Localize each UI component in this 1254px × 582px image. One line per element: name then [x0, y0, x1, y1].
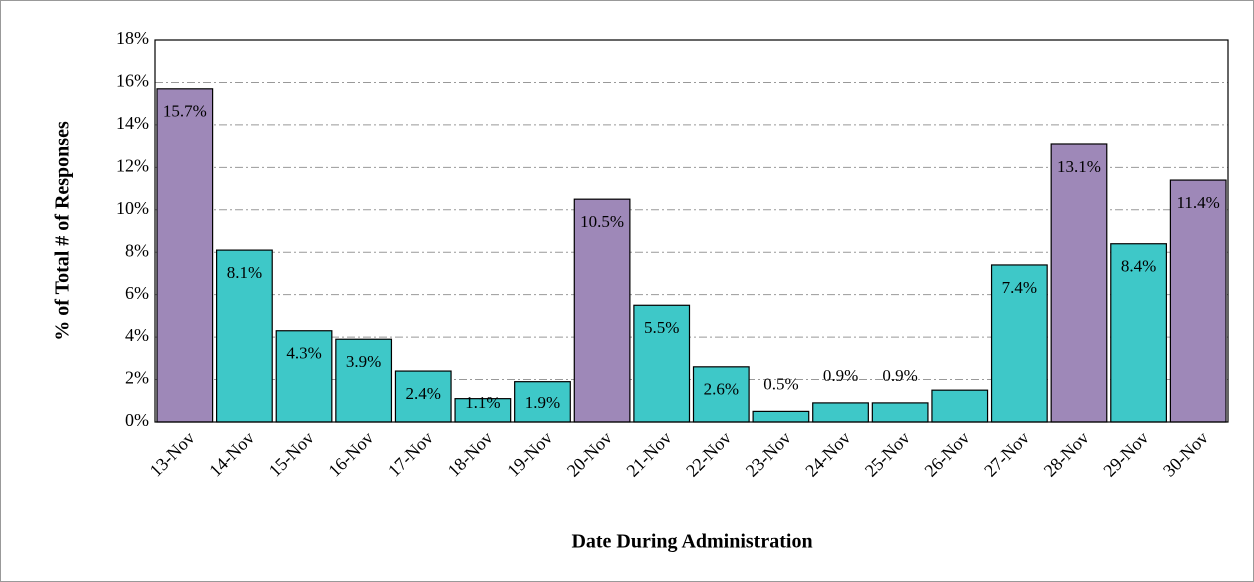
data-label: 11.4%: [1177, 193, 1220, 212]
bar: [1110, 243, 1167, 423]
data-label: 3.9%: [346, 352, 381, 371]
y-tick-label: 6%: [125, 283, 149, 303]
bar: [812, 402, 869, 423]
data-label: 2.4%: [406, 384, 441, 403]
plot-border: [154, 39, 1229, 423]
y-tick-label: 4%: [125, 325, 149, 345]
x-axis-title: Date During Administration: [571, 531, 812, 553]
data-label: 5.5%: [644, 318, 679, 337]
y-tick-label: 0%: [125, 410, 149, 430]
bar: [573, 198, 631, 423]
bar: [156, 88, 214, 423]
bar: [871, 402, 929, 423]
bar: [990, 264, 1048, 423]
y-tick-label: 2%: [125, 368, 149, 388]
data-label: 7.4%: [1002, 278, 1037, 297]
data-label: 0.9%: [823, 366, 858, 385]
y-tick-label: 12%: [116, 155, 149, 175]
data-label: 15.7%: [163, 102, 207, 121]
bar: [514, 381, 571, 423]
y-tick-label: 16%: [116, 71, 149, 91]
bar: [335, 338, 393, 423]
bar: [275, 330, 333, 423]
bar: [1050, 143, 1108, 423]
data-label: 1.1%: [465, 393, 500, 412]
data-label: 0.9%: [882, 366, 917, 385]
data-label: 8.4%: [1121, 257, 1156, 276]
bar: [1169, 179, 1227, 423]
y-axis-title: % of Total # of Responses: [52, 121, 74, 341]
bar: [216, 249, 273, 423]
data-label: 1.9%: [525, 393, 560, 412]
data-label: 0.5%: [763, 374, 798, 393]
y-tick-label: 18%: [116, 28, 149, 48]
bar: [752, 410, 810, 423]
data-label: 13.1%: [1057, 157, 1101, 176]
y-tick-label: 8%: [125, 240, 149, 260]
data-label: 2.6%: [704, 380, 739, 399]
data-label: 8.1%: [227, 263, 262, 282]
data-label: 4.3%: [286, 344, 321, 363]
y-tick-label: 10%: [116, 198, 149, 218]
bar: [931, 389, 989, 423]
y-tick-label: 14%: [116, 113, 149, 133]
data-label: 10.5%: [580, 212, 624, 231]
